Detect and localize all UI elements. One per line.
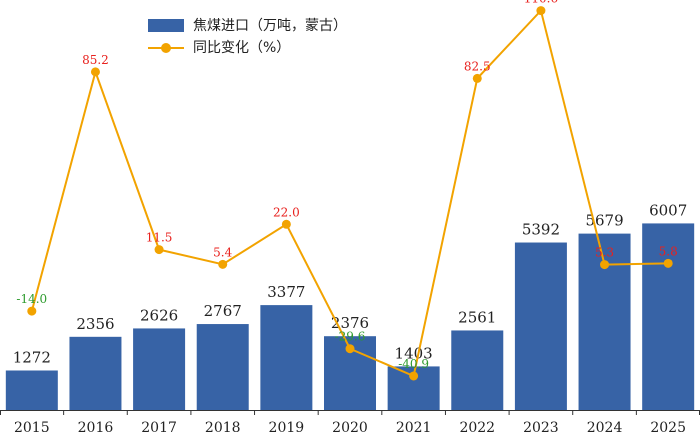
yoy-value-label-2019: 22.0 [273, 205, 300, 219]
bar-value-label-2015: 1272 [13, 348, 51, 366]
bar-2015 [5, 370, 58, 410]
legend: 焦煤进口（万吨，蒙古） 同比变化（%） [148, 14, 347, 58]
legend-bar-label: 焦煤进口（万吨，蒙古） [193, 18, 347, 34]
yoy-value-label-2016: 85.2 [82, 53, 109, 67]
yoy-value-label-2017: 11.5 [146, 231, 173, 245]
bar-2016 [69, 336, 122, 410]
x-tick-label-2024: 2024 [587, 420, 623, 436]
yoy-point-2021 [409, 371, 419, 381]
bar-value-label-2022: 2561 [458, 308, 496, 326]
yoy-value-label-2025: 5.8 [659, 244, 678, 258]
bar-2025 [642, 223, 695, 410]
yoy-point-2020 [345, 344, 355, 354]
x-tick-label-2015: 2015 [14, 420, 50, 436]
bar-2022 [451, 330, 504, 410]
x-tick-label-2016: 2016 [78, 420, 114, 436]
x-tick-label-2025: 2025 [650, 420, 686, 436]
x-tick-label-2018: 2018 [205, 420, 241, 436]
bar-2018 [196, 324, 249, 410]
yoy-value-label-2018: 5.4 [213, 245, 232, 259]
bar-value-label-2016: 2356 [76, 315, 114, 333]
legend-item-line: 同比变化（%） [148, 36, 347, 58]
x-tick-label-2017: 2017 [141, 420, 177, 436]
legend-bar-swatch [148, 18, 184, 32]
bar-value-label-2023: 5392 [522, 221, 560, 239]
bar-value-label-2021: 1403 [395, 344, 433, 362]
yoy-value-label-2021: -40.9 [398, 357, 429, 371]
x-tick-label-2023: 2023 [523, 420, 559, 436]
bar-value-label-2025: 6007 [649, 201, 687, 219]
x-tick-label-2020: 2020 [332, 420, 368, 436]
bar-2023 [514, 242, 567, 410]
bar-value-label-2017: 2626 [140, 306, 178, 324]
bar-value-label-2019: 3377 [267, 283, 305, 301]
bar-2019 [260, 305, 313, 410]
x-tick-label-2021: 2021 [396, 420, 432, 436]
yoy-point-2023 [536, 6, 546, 16]
yoy-point-2025 [663, 258, 673, 268]
x-tick-label-2022: 2022 [459, 420, 495, 436]
yoy-value-label-2024: 5.3 [595, 246, 614, 260]
bar-value-label-2020: 2376 [331, 314, 369, 332]
yoy-point-2022 [472, 73, 482, 83]
legend-item-bar: 焦煤进口（万吨，蒙古） [148, 14, 347, 36]
yoy-value-label-2022: 82.5 [464, 59, 491, 73]
bar-2017 [133, 328, 186, 410]
bar-2024 [578, 233, 631, 410]
yoy-point-2017 [154, 245, 164, 255]
legend-line-label: 同比变化（%） [193, 40, 291, 56]
yoy-point-2015 [27, 306, 37, 316]
yoy-value-label-2023: 110.6 [524, 0, 558, 6]
yoy-point-2016 [90, 67, 100, 77]
yoy-point-2019 [281, 219, 291, 229]
yoy-value-label-2015: -14.0 [16, 292, 47, 306]
bar-value-label-2018: 2767 [204, 302, 242, 320]
yoy-point-2018 [218, 259, 228, 269]
yoy-value-label-2020: -29.6 [335, 330, 366, 344]
legend-line-swatch [148, 41, 184, 54]
yoy-point-2024 [600, 260, 610, 270]
x-tick-label-2019: 2019 [269, 420, 305, 436]
